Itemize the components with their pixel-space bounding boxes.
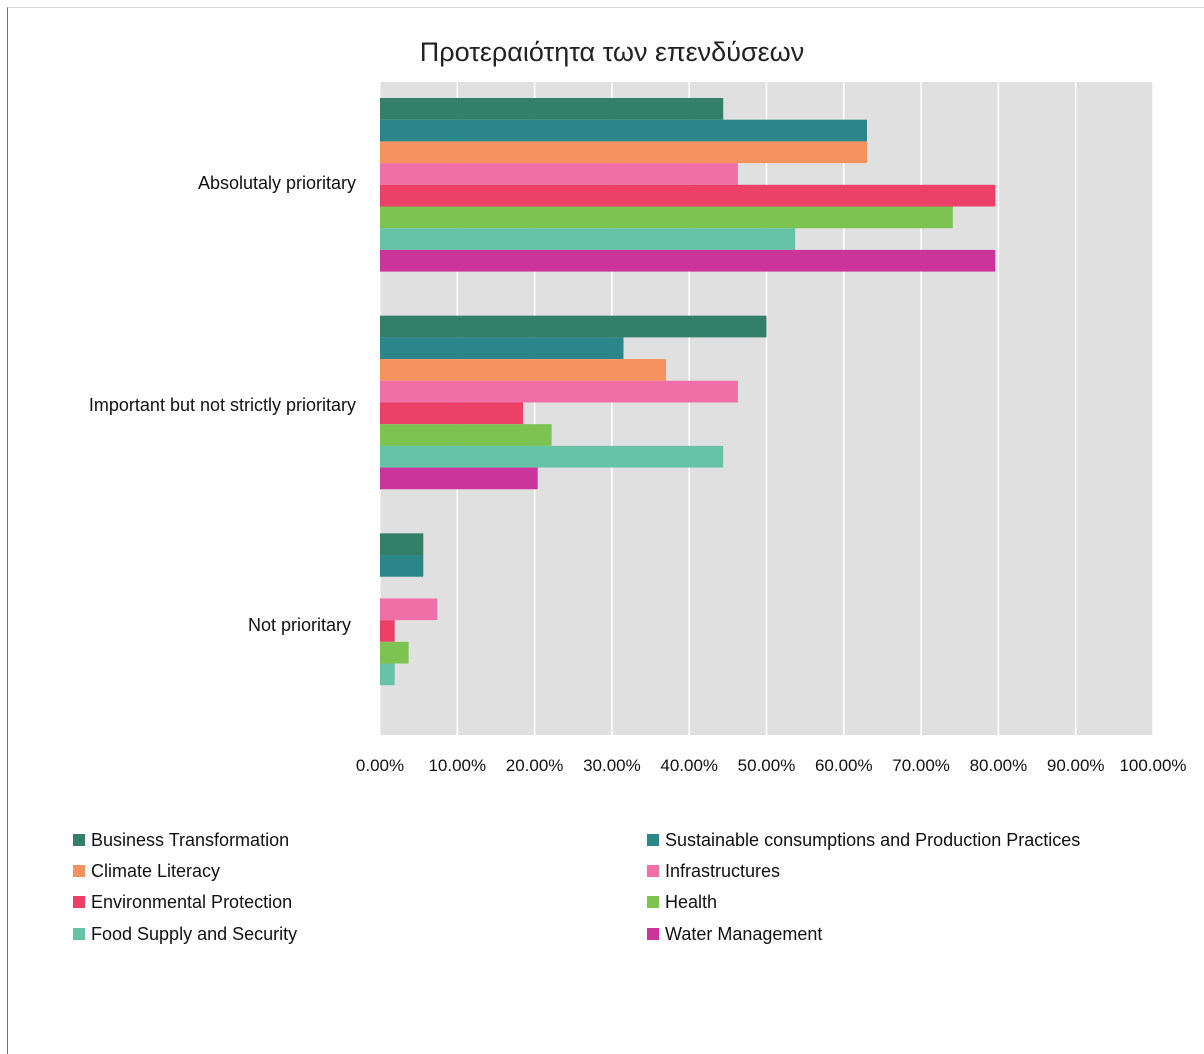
bar xyxy=(380,533,424,556)
legend-label: Health xyxy=(665,892,717,912)
legend: Business Transformation Sustainable consu… xyxy=(73,830,1080,944)
x-tick-label: 10.00% xyxy=(428,756,486,775)
legend-swatch xyxy=(73,896,85,908)
legend-swatch xyxy=(73,834,85,846)
bar xyxy=(380,620,395,642)
bar xyxy=(380,402,524,425)
legend-swatch xyxy=(647,865,659,877)
x-tick-label: 40.00% xyxy=(660,756,718,775)
x-tick-label: 30.00% xyxy=(583,756,641,775)
legend-swatch xyxy=(647,896,659,908)
x-tick-label: 50.00% xyxy=(738,756,796,775)
legend-label: Water Management xyxy=(665,924,822,944)
chart-title: Προτεραιότητα των επενδύσεων xyxy=(420,37,805,67)
legend-swatch xyxy=(73,865,85,877)
bar xyxy=(380,315,767,338)
bar xyxy=(380,98,724,120)
legend-label: Climate Literacy xyxy=(91,861,220,881)
category-label: Absolutaly prioritary xyxy=(198,173,356,193)
bar xyxy=(380,467,538,490)
legend-label: Environmental Protection xyxy=(91,892,292,912)
legend-label: Infrastructures xyxy=(665,861,780,881)
bar xyxy=(380,163,738,185)
x-tick-label: 70.00% xyxy=(892,756,950,775)
bar xyxy=(380,663,395,686)
legend-swatch xyxy=(647,928,659,940)
bar xyxy=(380,445,724,468)
legend-swatch xyxy=(73,928,85,940)
legend-swatch xyxy=(647,834,659,846)
bar xyxy=(380,359,667,381)
bar xyxy=(380,228,796,250)
legend-label: Business Transformation xyxy=(91,830,289,850)
bar xyxy=(380,641,409,664)
x-tick-label: 100.00% xyxy=(1119,756,1186,775)
bar xyxy=(380,380,738,403)
bar xyxy=(380,119,867,142)
chart-frame xyxy=(7,7,1204,1054)
bar xyxy=(380,184,996,207)
bar xyxy=(380,206,953,229)
bar xyxy=(380,337,624,360)
legend-label: Food Supply and Security xyxy=(91,924,297,944)
x-tick-label: 20.00% xyxy=(506,756,564,775)
legend-label: Sustainable consumptions and Production … xyxy=(665,830,1080,850)
bar xyxy=(380,555,424,577)
bar xyxy=(380,249,996,272)
bar xyxy=(380,598,438,621)
x-tick-label: 60.00% xyxy=(815,756,873,775)
category-label: Not prioritary xyxy=(248,615,351,635)
x-tick-label: 0.00% xyxy=(356,756,404,775)
bar xyxy=(380,141,867,164)
x-tick-labels: 0.00% 10.00% 20.00% 30.00% 40.00% 50.00% 60.00… xyxy=(356,756,1187,775)
x-tick-label: 80.00% xyxy=(970,756,1028,775)
bar xyxy=(380,424,552,446)
x-tick-label: 90.00% xyxy=(1047,756,1105,775)
category-labels: Absolutaly prioritary Important but not s… xyxy=(89,173,356,635)
category-label: Important but not strictly prioritary xyxy=(89,395,356,415)
bars xyxy=(380,98,996,686)
